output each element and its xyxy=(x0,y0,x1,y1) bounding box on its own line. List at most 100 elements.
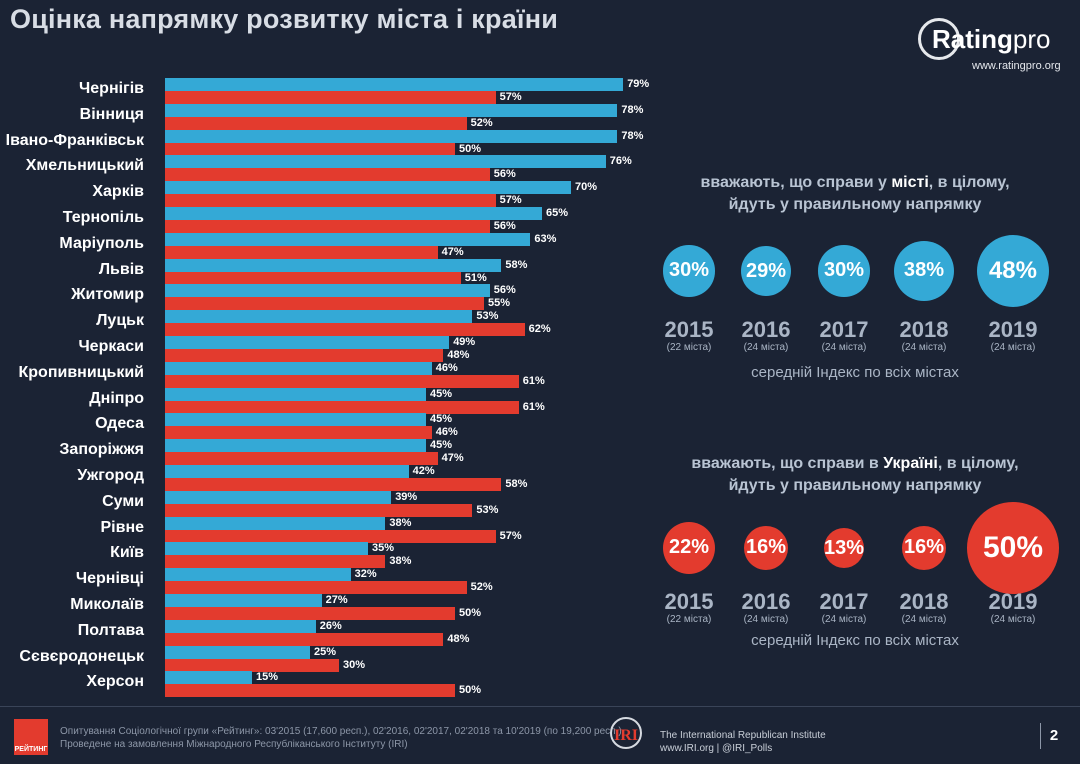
city-bar xyxy=(165,181,571,195)
city-label: Харків xyxy=(92,183,144,201)
country-bar xyxy=(165,400,519,414)
year-label: 2017 (24 міста) xyxy=(819,317,869,354)
city-bar xyxy=(165,645,310,659)
country-bar xyxy=(165,426,432,440)
city-label: Полтава xyxy=(77,621,144,639)
city-bar-value: 76% xyxy=(609,155,632,168)
city-label: Львів xyxy=(98,260,144,278)
country-bar-value: 51% xyxy=(464,271,487,284)
iri-links[interactable]: www.IRI.org | @IRI_Polls xyxy=(660,743,773,754)
city-index-label: середній Індекс по всіх містах xyxy=(751,364,959,381)
country-caption: вважають, що справи в Україні, в цілому,… xyxy=(691,455,1019,494)
country-bar-value: 57% xyxy=(499,529,522,542)
city-bar-value: 45% xyxy=(430,439,453,452)
ratingpro-ring-icon xyxy=(918,18,960,60)
city-bar xyxy=(165,387,426,401)
city-label: Черкаси xyxy=(78,338,144,355)
year-label: 2015 (22 міста) xyxy=(664,317,714,354)
country-index-circle: 50% xyxy=(967,502,1059,594)
country-bar-value: 62% xyxy=(528,323,551,336)
city-bar-value: 32% xyxy=(354,568,377,581)
country-bar xyxy=(165,607,455,620)
city-label: Київ xyxy=(110,544,144,562)
country-caption-line2: йдуть у правильному напрямку xyxy=(728,477,982,494)
city-label: Маріуполь xyxy=(59,234,144,252)
city-label: Кропивницький xyxy=(18,363,145,381)
country-bar xyxy=(165,91,496,104)
country-bar-value: 55% xyxy=(488,297,511,310)
city-caption-bold: місті xyxy=(891,174,929,191)
country-bar-value: 56% xyxy=(493,168,516,181)
country-index-label: середній Індекс по всіх містах xyxy=(751,632,959,649)
country-bar xyxy=(165,478,502,491)
country-bar xyxy=(165,194,496,208)
country-bar-value: 46% xyxy=(435,426,458,439)
city-label: Одеса xyxy=(95,415,144,433)
city-bar xyxy=(165,568,351,582)
city-bar xyxy=(165,361,432,375)
city-label: Сєвєродонецьк xyxy=(19,647,144,665)
country-index-circle: 13% xyxy=(824,528,864,568)
ratingpro-logo[interactable]: Ratingpro www.ratingpro.org xyxy=(918,18,1068,78)
city-bar-value: 65% xyxy=(546,207,569,219)
year-label: 2016 (24 міста) xyxy=(741,317,791,354)
city-label: Рівне xyxy=(100,518,144,536)
city-bar-chart: Чернігів 79% 57% Вінниця 78% 52% Івано-Франків… xyxy=(0,72,700,700)
country-bar-value: 50% xyxy=(459,142,482,155)
city-label: Чернівці xyxy=(75,570,144,588)
country-bar-value: 53% xyxy=(476,503,499,516)
city-bar-value: 35% xyxy=(372,542,395,555)
country-bar-value: 52% xyxy=(470,581,493,594)
city-label: Запоріжжя xyxy=(59,441,144,459)
city-bar-value: 26% xyxy=(319,619,342,632)
city-caption: вважають, що справи у місті, в цілому, й… xyxy=(700,174,1010,213)
country-bar xyxy=(165,116,467,130)
country-bar xyxy=(165,297,484,311)
city-bar-value: 53% xyxy=(476,310,499,323)
country-index-circle: 22% xyxy=(662,521,716,575)
city-bar-value: 70% xyxy=(575,181,598,194)
country-index-circle: 16% xyxy=(901,525,947,571)
city-label: Ужгород xyxy=(77,467,144,484)
city-bar-value: 45% xyxy=(430,413,453,426)
country-bar xyxy=(165,245,438,259)
city-index-circle: 30% xyxy=(818,245,870,297)
source-note: Опитування Соціологічної групи «Рейтинг»… xyxy=(60,726,625,750)
country-bar-value: 30% xyxy=(343,658,366,671)
city-caption-line2: йдуть у правильному напрямку xyxy=(728,196,982,213)
country-bar xyxy=(165,220,490,233)
country-bar-value: 57% xyxy=(499,194,522,207)
city-bar xyxy=(165,542,368,556)
country-bar xyxy=(165,349,444,362)
country-bar-value: 38% xyxy=(389,555,412,568)
city-bar xyxy=(165,490,392,504)
country-bar-value: 48% xyxy=(447,349,470,361)
logo-brand: Rating xyxy=(932,24,1013,54)
footer: РЕЙТИНГ Опитування Соціологічної групи «… xyxy=(0,706,1080,764)
country-bar xyxy=(165,632,444,646)
city-bar-value: 15% xyxy=(256,671,279,684)
year-label: 2016 (24 міста) xyxy=(741,589,791,626)
city-bar-value: 79% xyxy=(627,78,650,90)
logo-url[interactable]: www.ratingpro.org xyxy=(972,60,1061,72)
city-bar-value: 46% xyxy=(435,361,458,374)
city-bar-value: 42% xyxy=(412,465,435,477)
country-bar-value: 58% xyxy=(505,478,528,490)
city-label: Івано-Франківськ xyxy=(5,131,144,149)
country-bar xyxy=(165,142,455,156)
country-bar xyxy=(165,658,339,672)
city-bar xyxy=(165,129,618,143)
country-bar-value: 47% xyxy=(441,452,464,465)
country-bar-value: 47% xyxy=(441,245,464,258)
country-bar xyxy=(165,374,519,388)
country-caption-bold: Україні xyxy=(883,455,938,472)
page-title: Оцінка напрямку розвитку міста і країни xyxy=(10,4,559,34)
year-label: 2018 (24 міста) xyxy=(899,589,949,626)
city-bar xyxy=(165,619,316,633)
country-bar xyxy=(165,684,455,698)
city-bar xyxy=(165,336,450,349)
city-label: Херсон xyxy=(86,673,144,691)
city-label: Дніпро xyxy=(89,389,144,407)
iri-logo[interactable]: IRI xyxy=(606,717,650,755)
iri-info: The International Republican Institute w… xyxy=(660,729,826,755)
